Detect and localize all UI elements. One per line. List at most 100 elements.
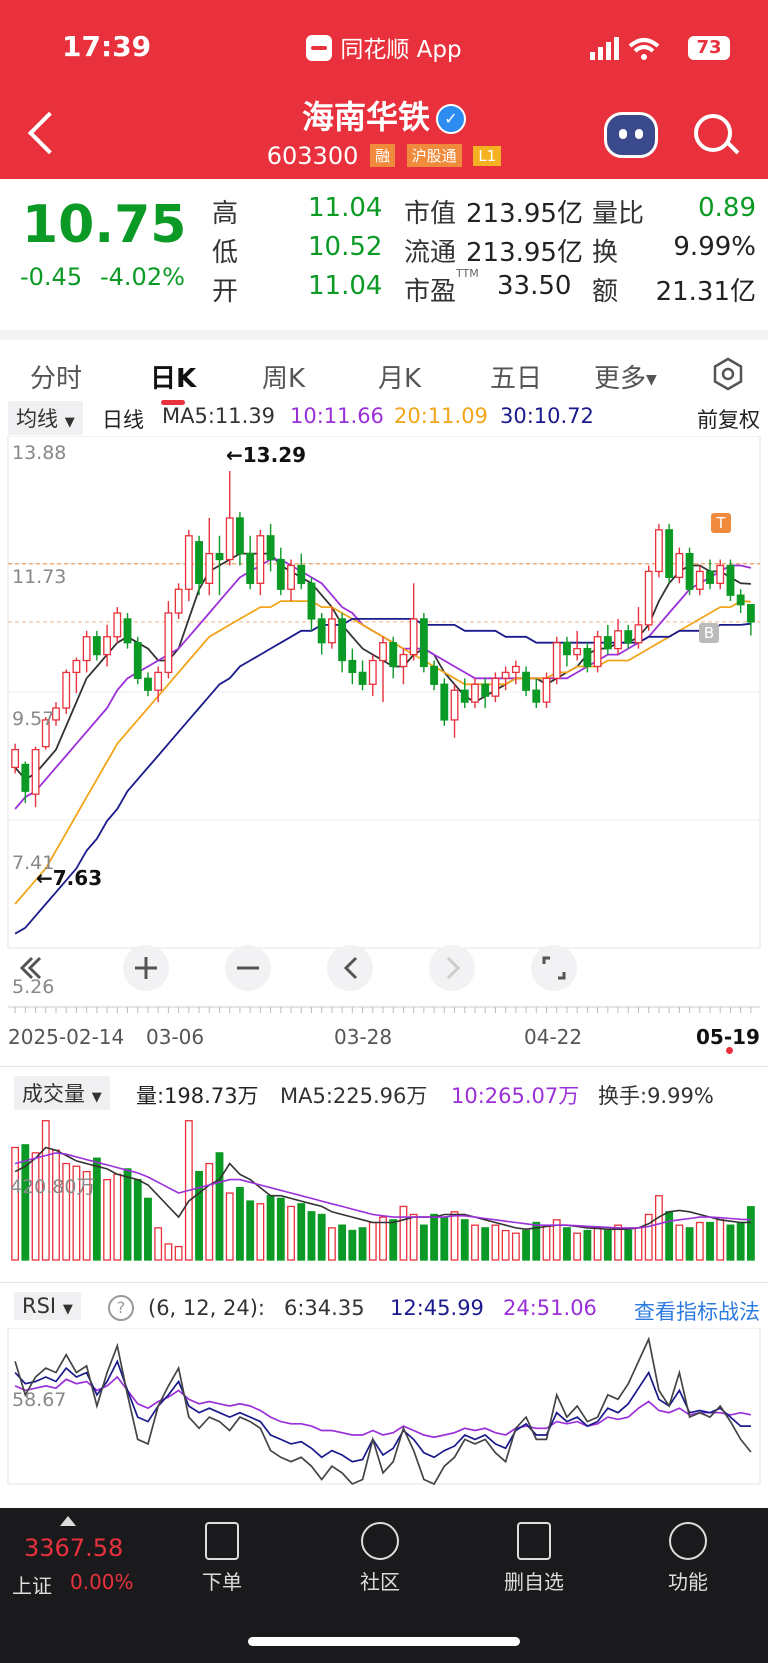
assistant-robot-icon[interactable] — [604, 112, 658, 158]
search-icon[interactable] — [694, 114, 732, 152]
tag-level: L1 — [473, 146, 502, 166]
volume-bar-up — [72, 1165, 81, 1261]
zoom-in-button[interactable] — [123, 945, 169, 991]
pan-left-button[interactable] — [327, 945, 373, 991]
adjust-mode[interactable]: 前复权 — [697, 408, 760, 432]
candle-up — [450, 689, 459, 721]
candle-up — [654, 529, 663, 573]
candle-down — [307, 582, 316, 620]
stock-title: 海南华铁 ✓ — [0, 92, 768, 138]
candle-down — [481, 683, 490, 697]
expand-up-icon[interactable] — [60, 1516, 76, 1526]
pe-ttm-sup: TTM — [456, 267, 479, 280]
help-icon[interactable]: ? — [108, 1295, 134, 1321]
tab-weekly-k[interactable]: 周K — [262, 364, 306, 394]
candle-down — [563, 642, 571, 656]
caret-down-icon: ▼ — [64, 415, 75, 430]
signal-wifi-icons — [590, 37, 660, 60]
candle-down — [215, 552, 224, 561]
fullscreen-button[interactable] — [531, 945, 577, 991]
volume-bar-down — [430, 1213, 439, 1261]
status-time: 17:39 — [62, 30, 152, 63]
volume-bar-up — [511, 1232, 520, 1261]
price-change: -0.45 — [20, 263, 83, 291]
volume-indicator-selector[interactable]: 成交量 ▼ — [14, 1076, 110, 1110]
rsi6-value: 6:34.35 — [284, 1296, 365, 1320]
rsi-chip-label: RSI — [22, 1294, 57, 1318]
tab-monthly-k[interactable]: 月K — [378, 364, 422, 394]
ma-selector[interactable]: 均线 ▼ — [8, 401, 83, 435]
functions-button[interactable]: 功能 — [638, 1508, 738, 1595]
candle-down — [358, 671, 367, 685]
volume-chart[interactable] — [0, 1110, 768, 1270]
candle-down — [726, 564, 735, 596]
tab-intraday[interactable]: 分时 — [30, 364, 83, 394]
tab-five-day[interactable]: 五日 — [490, 364, 543, 394]
candle-down — [123, 618, 132, 644]
volume-bar-up — [174, 1245, 183, 1261]
candle-up — [205, 552, 214, 584]
candle-up — [675, 552, 684, 579]
candle-up — [113, 612, 122, 638]
tab-daily-k[interactable]: 日K — [150, 364, 197, 394]
kline-candles — [11, 471, 755, 808]
volume-bar-up — [644, 1213, 653, 1261]
indicator-tactics-link[interactable]: 查看指标战法 — [634, 1300, 760, 1324]
candle-down — [532, 689, 541, 703]
volume-bar-up — [225, 1192, 234, 1261]
community-label: 社区 — [360, 1570, 400, 1594]
volume-bar-down — [92, 1157, 101, 1261]
volume-bar-down — [563, 1227, 571, 1261]
tab-more[interactable]: 更多▼ — [594, 358, 657, 395]
volume-bar-up — [113, 1173, 122, 1261]
candle-up — [644, 570, 653, 626]
rsi-indicator-selector[interactable]: RSI ▼ — [14, 1292, 81, 1320]
volume-bar-down — [195, 1170, 203, 1261]
high-marker: ←13.29 — [226, 443, 307, 467]
kline-chart[interactable] — [0, 436, 768, 1072]
rsi6-line — [14, 1336, 752, 1486]
volume-bar-down — [583, 1229, 592, 1261]
volume-bar-up — [450, 1211, 459, 1261]
candle-up — [471, 683, 479, 703]
candle-up — [634, 624, 643, 644]
volume-bar-down — [603, 1229, 612, 1261]
candle-down — [583, 647, 592, 668]
volume-y-label: 420.80万 — [10, 1176, 96, 1198]
turnover-value: 9.99% — [673, 232, 756, 262]
turnover-label: 换 — [592, 238, 619, 268]
remove-watchlist-button[interactable]: 删自选 — [484, 1508, 584, 1595]
volume-bar-down — [307, 1211, 316, 1261]
verified-check-icon: ✓ — [436, 104, 466, 134]
index-value[interactable]: 3367.58 — [24, 1534, 124, 1562]
volume-bar-down — [685, 1227, 694, 1261]
pe-value: 33.50 — [497, 271, 572, 301]
remove-watchlist-label: 删自选 — [504, 1570, 564, 1594]
volume-bar-up — [552, 1219, 561, 1261]
candle-up — [695, 570, 704, 590]
order-doc-icon — [205, 1522, 239, 1560]
signal-t-badge[interactable]: T — [711, 513, 731, 533]
community-button[interactable]: 社区 — [330, 1508, 430, 1595]
signal-b-badge[interactable]: B — [699, 623, 719, 643]
order-button[interactable]: 下单 — [172, 1508, 272, 1595]
last-price: 10.75 — [22, 195, 187, 255]
zoom-out-button[interactable] — [225, 945, 271, 991]
volume-bar-up — [287, 1205, 295, 1261]
volume-bar-up — [409, 1213, 418, 1261]
caret-down-icon: ▼ — [646, 372, 657, 388]
robot-eye-left — [619, 129, 627, 139]
volume-bar-up — [327, 1227, 336, 1261]
candle-down — [348, 659, 357, 674]
volume-bar-down — [460, 1219, 469, 1261]
settings-hexagon-icon[interactable] — [710, 356, 746, 392]
divider — [0, 1282, 768, 1283]
candle-down — [92, 636, 101, 656]
float-label: 流通 — [404, 238, 457, 268]
volume-bar-down — [389, 1219, 398, 1261]
collapse-icon[interactable] — [19, 956, 42, 980]
ma10-legend: 10:11.66 — [290, 404, 384, 428]
rsi-chart[interactable] — [0, 1328, 768, 1488]
pan-right-button[interactable] — [429, 945, 475, 991]
volume-bar-down — [706, 1221, 714, 1261]
